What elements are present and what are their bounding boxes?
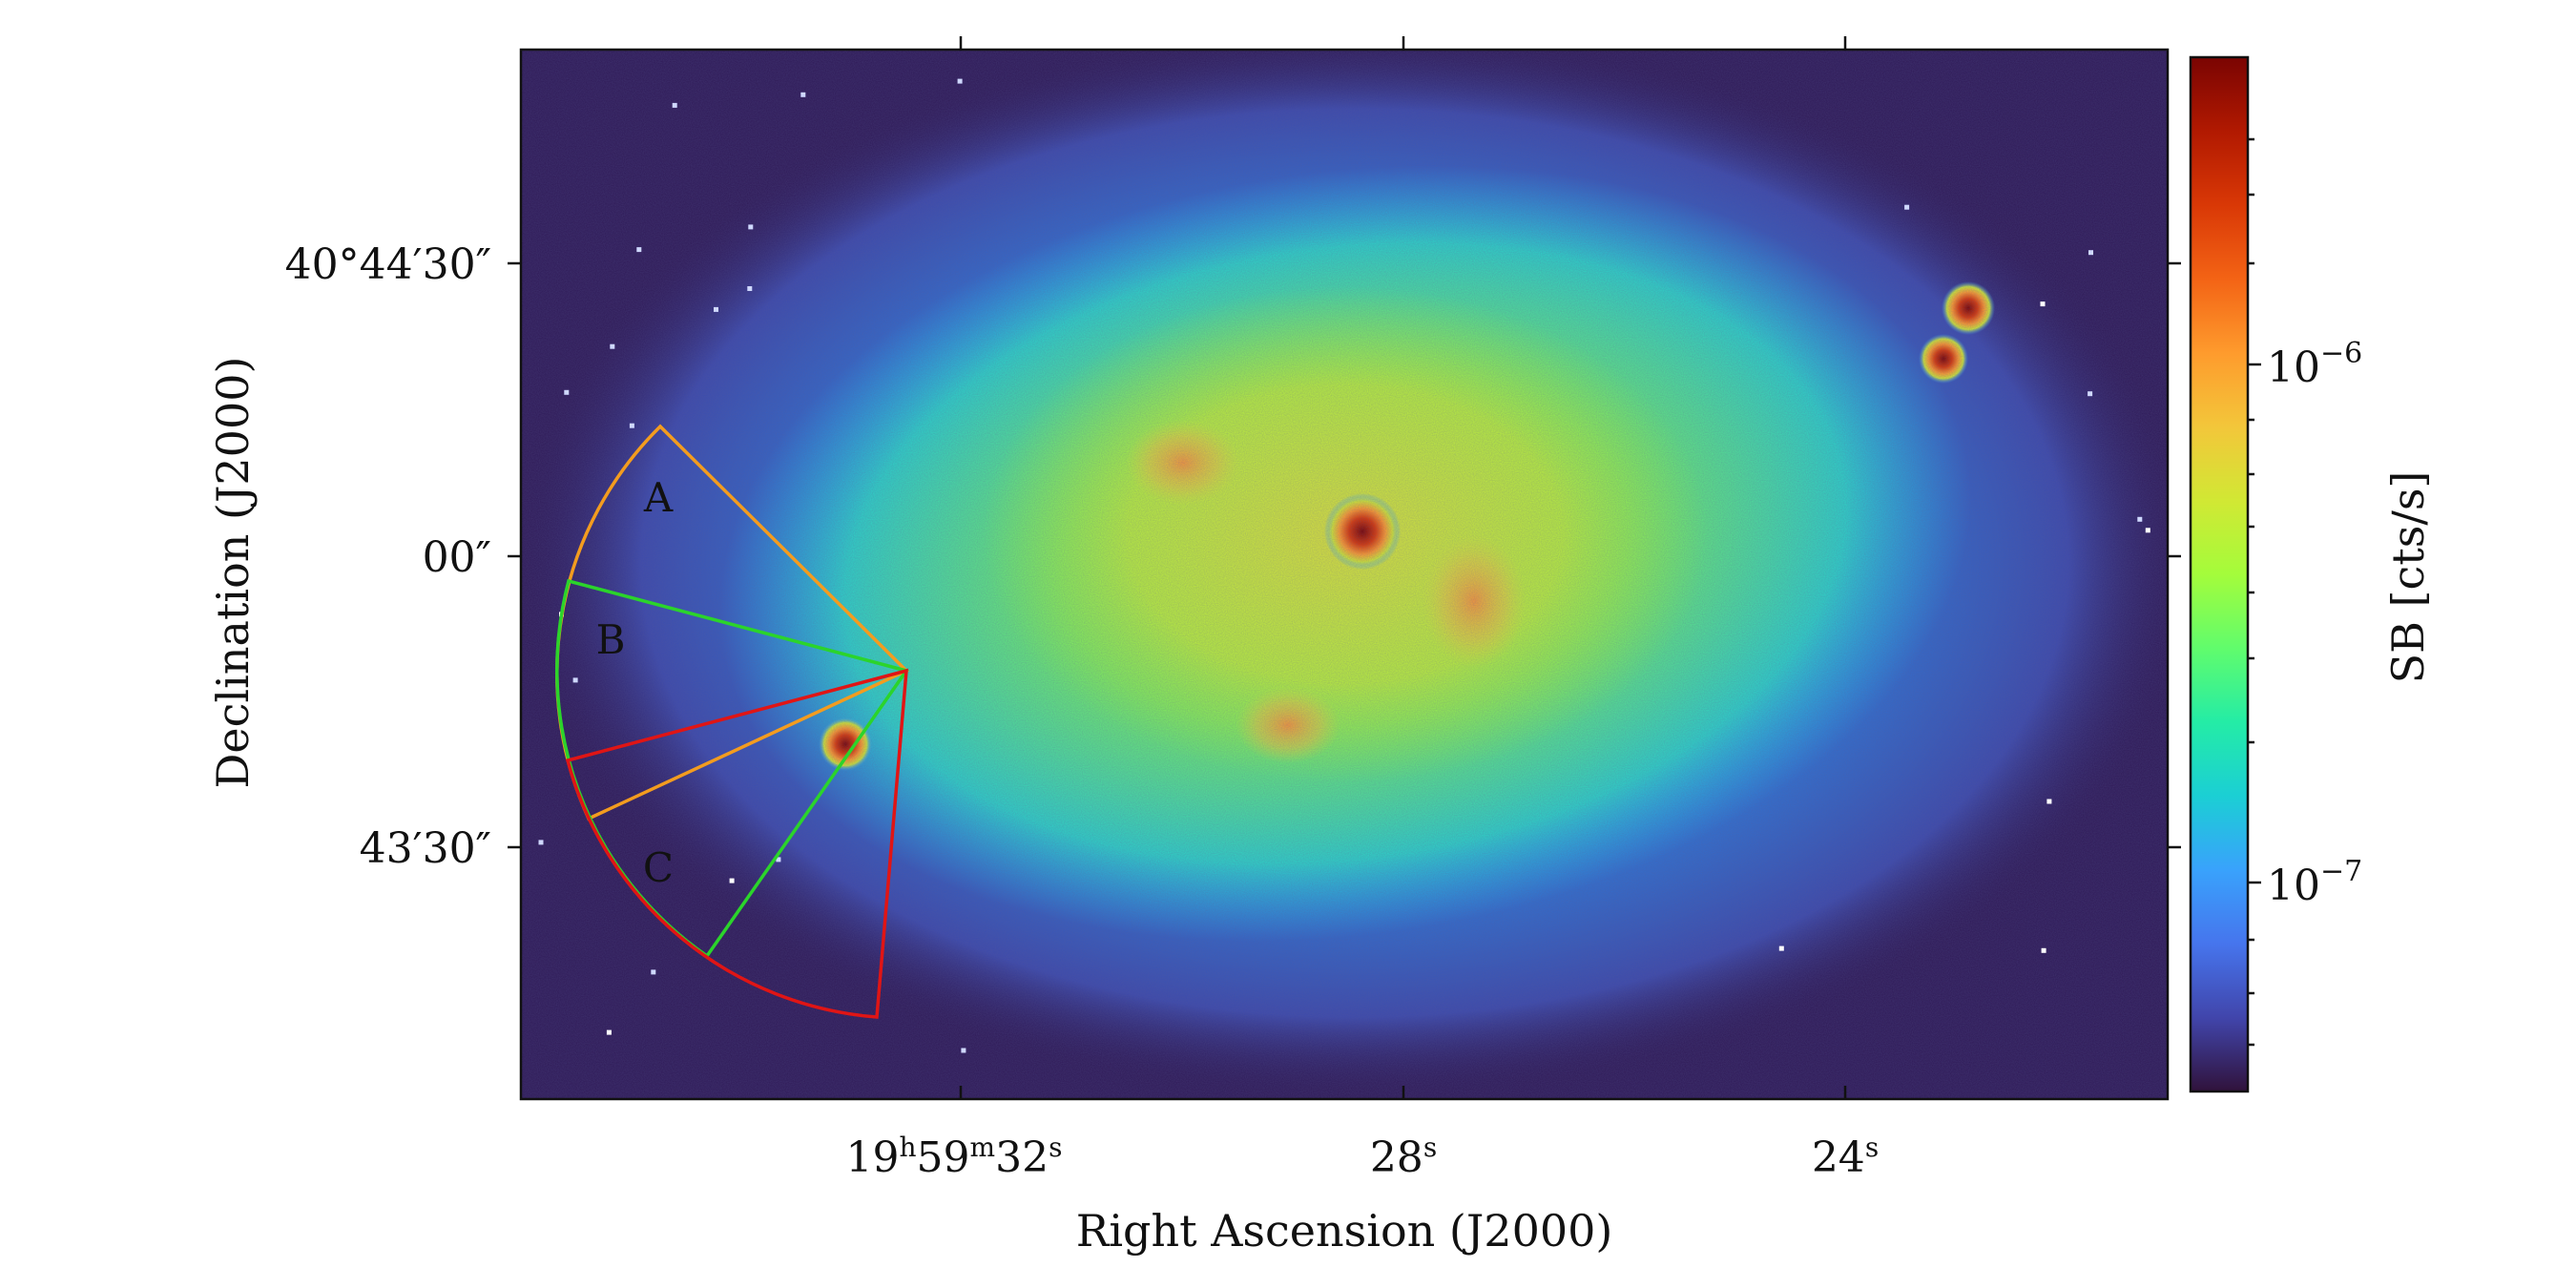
colorbar-ticks xyxy=(2248,137,2261,1047)
background-pixel xyxy=(2041,947,2046,953)
region-overlays xyxy=(555,424,910,1019)
background-pixel xyxy=(2137,516,2143,522)
background-pixel xyxy=(651,969,656,975)
colorbar-tick-label-0: 10−6 xyxy=(2267,337,2362,392)
background-pixel xyxy=(572,677,578,683)
axes-frame xyxy=(519,48,2170,1101)
colorbar-frame xyxy=(2189,55,2250,1093)
colorbar-label: SB [cts/s] xyxy=(2382,471,2434,684)
background-pixel xyxy=(636,247,642,253)
x-tick-label-2: 24s xyxy=(1812,1132,1879,1182)
background-pixel xyxy=(747,286,753,291)
background-pixel xyxy=(610,343,615,349)
colorbar-tick-label-1: 10−7 xyxy=(2267,855,2362,910)
background-pixel xyxy=(2145,528,2150,533)
background-pixel xyxy=(2088,250,2093,256)
y-tick-label-2: 43′30″ xyxy=(360,824,491,873)
background-pixel xyxy=(538,840,544,845)
background-pixel xyxy=(564,389,570,395)
background-stars xyxy=(538,78,2150,1053)
y-tick-label-0: 40°44′30″ xyxy=(285,240,491,289)
background-pixel xyxy=(629,423,634,428)
background-pixel xyxy=(1778,945,1784,951)
region-B-label: B xyxy=(596,616,626,663)
x-tick-marks xyxy=(959,36,1847,1099)
x-tick-label-1: 28s xyxy=(1370,1132,1437,1182)
background-pixel xyxy=(672,102,677,108)
sky-image: A B C xyxy=(521,50,2168,1099)
colorbar-gradient xyxy=(2191,57,2248,1091)
background-pixel xyxy=(800,92,806,97)
background-pixel xyxy=(2040,301,2046,307)
background-pixel xyxy=(2088,391,2093,397)
y-tick-label-1: 00″ xyxy=(423,533,491,582)
background-pixel xyxy=(1904,204,1910,210)
region-A-label: A xyxy=(643,474,674,521)
noise-overlay xyxy=(521,50,2168,1099)
background-pixel xyxy=(606,1029,612,1035)
background-pixel xyxy=(729,878,735,883)
region-C-wedge xyxy=(565,668,908,1019)
colorbar: 10−6 10−7 SB [cts/s] xyxy=(2189,55,2434,1093)
region-C-label: C xyxy=(643,844,674,891)
y-axis-label: Declination (J2000) xyxy=(207,357,259,789)
x-tick-label-0: 19h59m32s xyxy=(846,1132,1063,1182)
background-pixel xyxy=(2046,799,2052,804)
x-axis-label: Right Ascension (J2000) xyxy=(1076,1205,1613,1257)
y-tick-marks xyxy=(508,261,2181,849)
background-pixel xyxy=(748,224,754,230)
background-pixel xyxy=(776,857,781,862)
background-pixel xyxy=(957,78,963,84)
background-pixel xyxy=(961,1048,966,1053)
background-pixel xyxy=(714,306,718,312)
